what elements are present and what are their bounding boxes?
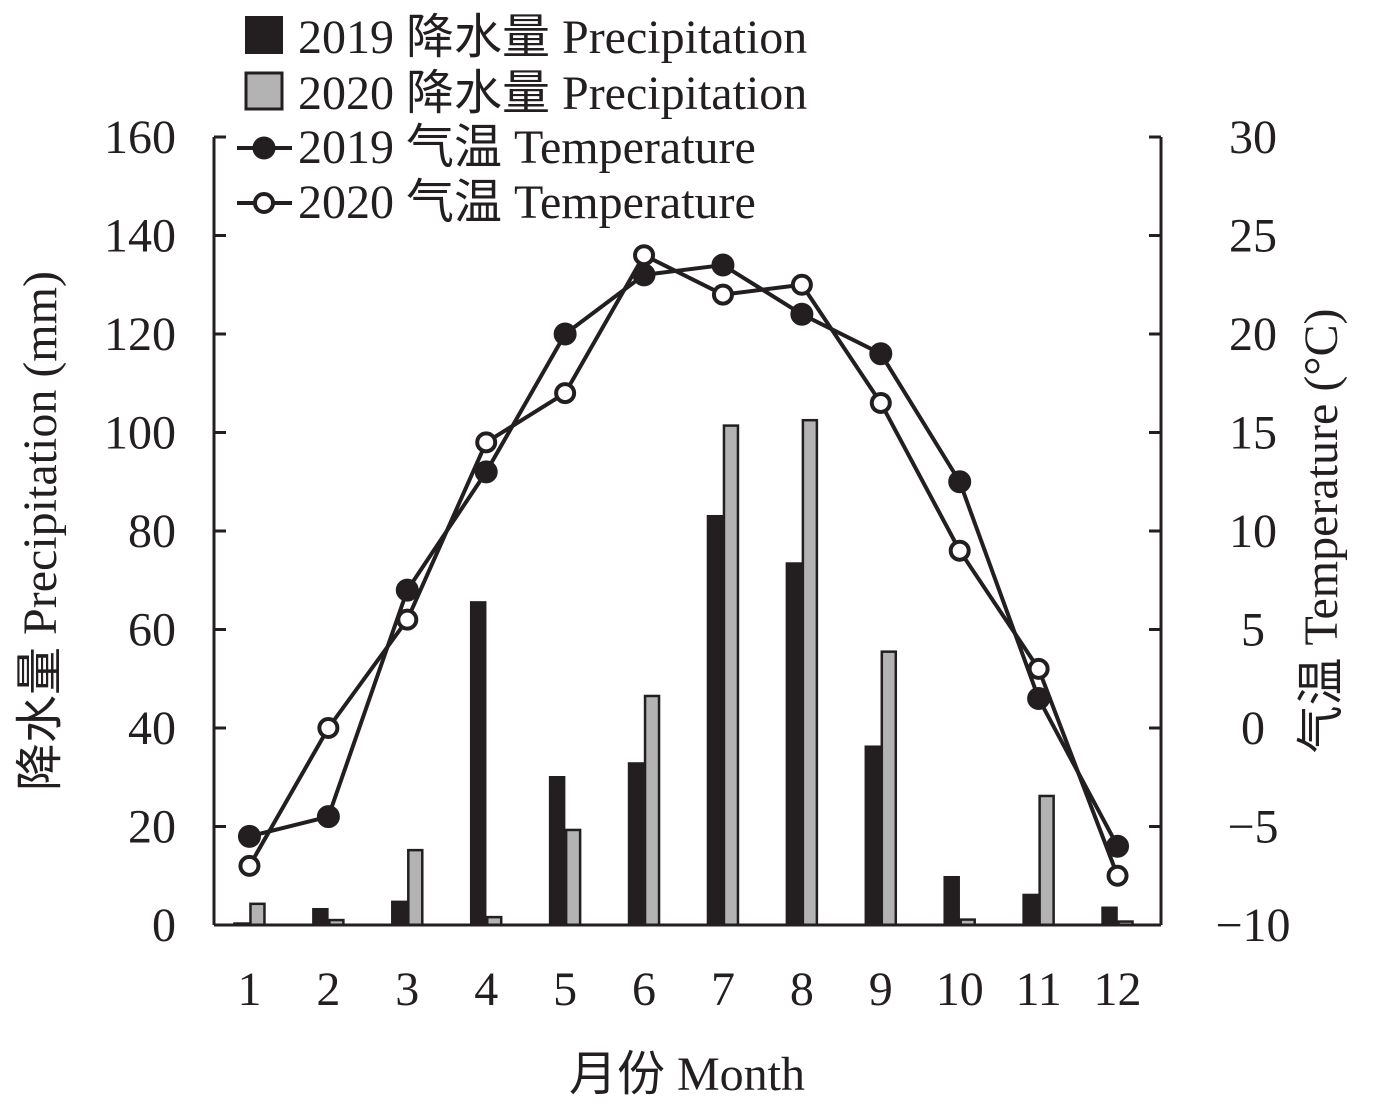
point-2020-temperature [790, 273, 813, 296]
x-tick-label: 1 [237, 963, 261, 1016]
x-tick-label: 12 [1094, 963, 1142, 1016]
x-axis-title: 月份 Month [569, 1048, 805, 1101]
point-2020-temperature [317, 717, 340, 739]
x-tick-label: 7 [711, 963, 735, 1016]
axes-layer [212, 137, 1163, 927]
y-tick-label: 160 [104, 111, 176, 164]
point-2020-temperature [238, 854, 261, 877]
bar-2019-precipitation [706, 514, 724, 927]
bar-2019-precipitation [1101, 906, 1118, 927]
bar-2019-precipitation [312, 907, 329, 927]
bar-2019-precipitation [391, 900, 408, 927]
point-2019-temperature [948, 470, 972, 494]
y-tick-label: 40 [128, 702, 176, 755]
bar-2020-precipitation [249, 902, 266, 927]
x-tick-label: 10 [936, 963, 984, 1016]
point-2019-temperature [474, 460, 498, 484]
x-tick-label: 5 [553, 963, 577, 1016]
x-tick-label: 11 [1016, 963, 1062, 1016]
bar-2019-precipitation [627, 762, 645, 927]
point-2020-temperature [554, 382, 577, 405]
y2-tick-label: −10 [1215, 899, 1290, 952]
point-2020-temperature [948, 539, 971, 562]
y-axis-title: 降水量 Precipitation (mm) [14, 271, 67, 791]
legend-label-2019-temperature: 2019 气温 Temperature [298, 121, 756, 174]
x-tick-label: 3 [395, 963, 419, 1016]
y2-tick-label: 30 [1229, 111, 1277, 164]
y-tick-label: 0 [152, 899, 176, 952]
y2-tick-label: −5 [1227, 801, 1278, 854]
y-tick-label: 20 [128, 801, 176, 854]
point-2020-temperature [869, 391, 892, 414]
x-tick-label: 9 [869, 963, 893, 1016]
bar-2019-precipitation [1022, 893, 1039, 927]
bar-2020-precipitation [801, 418, 819, 927]
point-2020-temperature [396, 608, 419, 631]
point-2020-temperature [475, 431, 498, 454]
y2-tick-label: 5 [1241, 604, 1265, 657]
x-tick-label: 2 [316, 963, 340, 1016]
bar-2020-precipitation [880, 650, 898, 927]
lines-layer [237, 244, 1130, 887]
y2-tick-label: 15 [1229, 407, 1277, 460]
bar-2019-precipitation [469, 601, 487, 927]
point-2020-temperature [633, 244, 656, 267]
point-2019-temperature [790, 302, 814, 326]
y2-tick-label: 25 [1229, 210, 1277, 263]
legend-label-2020-precipitation: 2020 降水量 Precipitation [298, 67, 807, 120]
point-2019-temperature [869, 342, 893, 366]
bar-2020-precipitation [722, 424, 740, 927]
point-2020-temperature [711, 283, 734, 306]
y-tick-label: 100 [104, 407, 176, 460]
legend-marker-2019-temperature [252, 136, 276, 160]
y-tick-label: 120 [104, 308, 176, 361]
legend-label-2019-precipitation: 2019 降水量 Precipitation [298, 11, 807, 64]
y-tick-label: 60 [128, 604, 176, 657]
bar-2019-precipitation [785, 562, 803, 927]
bar-2020-precipitation [643, 694, 661, 927]
legend-item-2020-temperature: 2020 气温 Temperature [237, 176, 756, 229]
x-tick-label: 8 [790, 963, 814, 1016]
legend-swatch-2019-precipitation [245, 16, 283, 54]
bar-2019-precipitation [943, 875, 960, 927]
line-2020-temperature [247, 253, 1120, 877]
x-tick-label: 4 [474, 963, 498, 1016]
bar-2020-precipitation [1038, 794, 1055, 927]
legend-label-2020-temperature: 2020 气温 Temperature [298, 176, 756, 229]
point-2020-temperature [1027, 657, 1050, 680]
x-tick-label: 6 [632, 963, 656, 1016]
bar-2019-precipitation [864, 745, 882, 927]
y2-tick-label: 10 [1229, 505, 1277, 558]
legend: 2019 降水量 Precipitation 2020 降水量 Precipit… [237, 11, 807, 229]
point-2019-temperature [237, 824, 261, 848]
point-2019-temperature [711, 253, 735, 277]
y2-tick-label: 0 [1241, 702, 1265, 755]
bar-2020-precipitation [564, 828, 582, 927]
legend-item-2019-precipitation: 2019 降水量 Precipitation [245, 11, 807, 64]
legend-item-2020-precipitation: 2020 降水量 Precipitation [244, 67, 807, 120]
point-2020-temperature [1106, 864, 1129, 887]
bar-2020-precipitation [407, 848, 424, 927]
y-tick-label: 80 [128, 505, 176, 558]
legend-swatch-2020-precipitation [244, 71, 284, 111]
line-2019-temperature [248, 263, 1120, 848]
legend-marker-2020-temperature [253, 192, 275, 214]
y-tick-label: 140 [104, 210, 176, 263]
point-2019-temperature [316, 805, 340, 829]
bars-layer [233, 418, 1134, 927]
legend-item-2019-temperature: 2019 气温 Temperature [237, 121, 756, 174]
bar-2019-precipitation [548, 776, 566, 927]
y2-axis-title: 气温 Temperature (°C) [1295, 308, 1348, 753]
point-2019-temperature [553, 322, 577, 346]
point-2019-temperature [395, 578, 419, 602]
y2-tick-label: 20 [1229, 308, 1277, 361]
